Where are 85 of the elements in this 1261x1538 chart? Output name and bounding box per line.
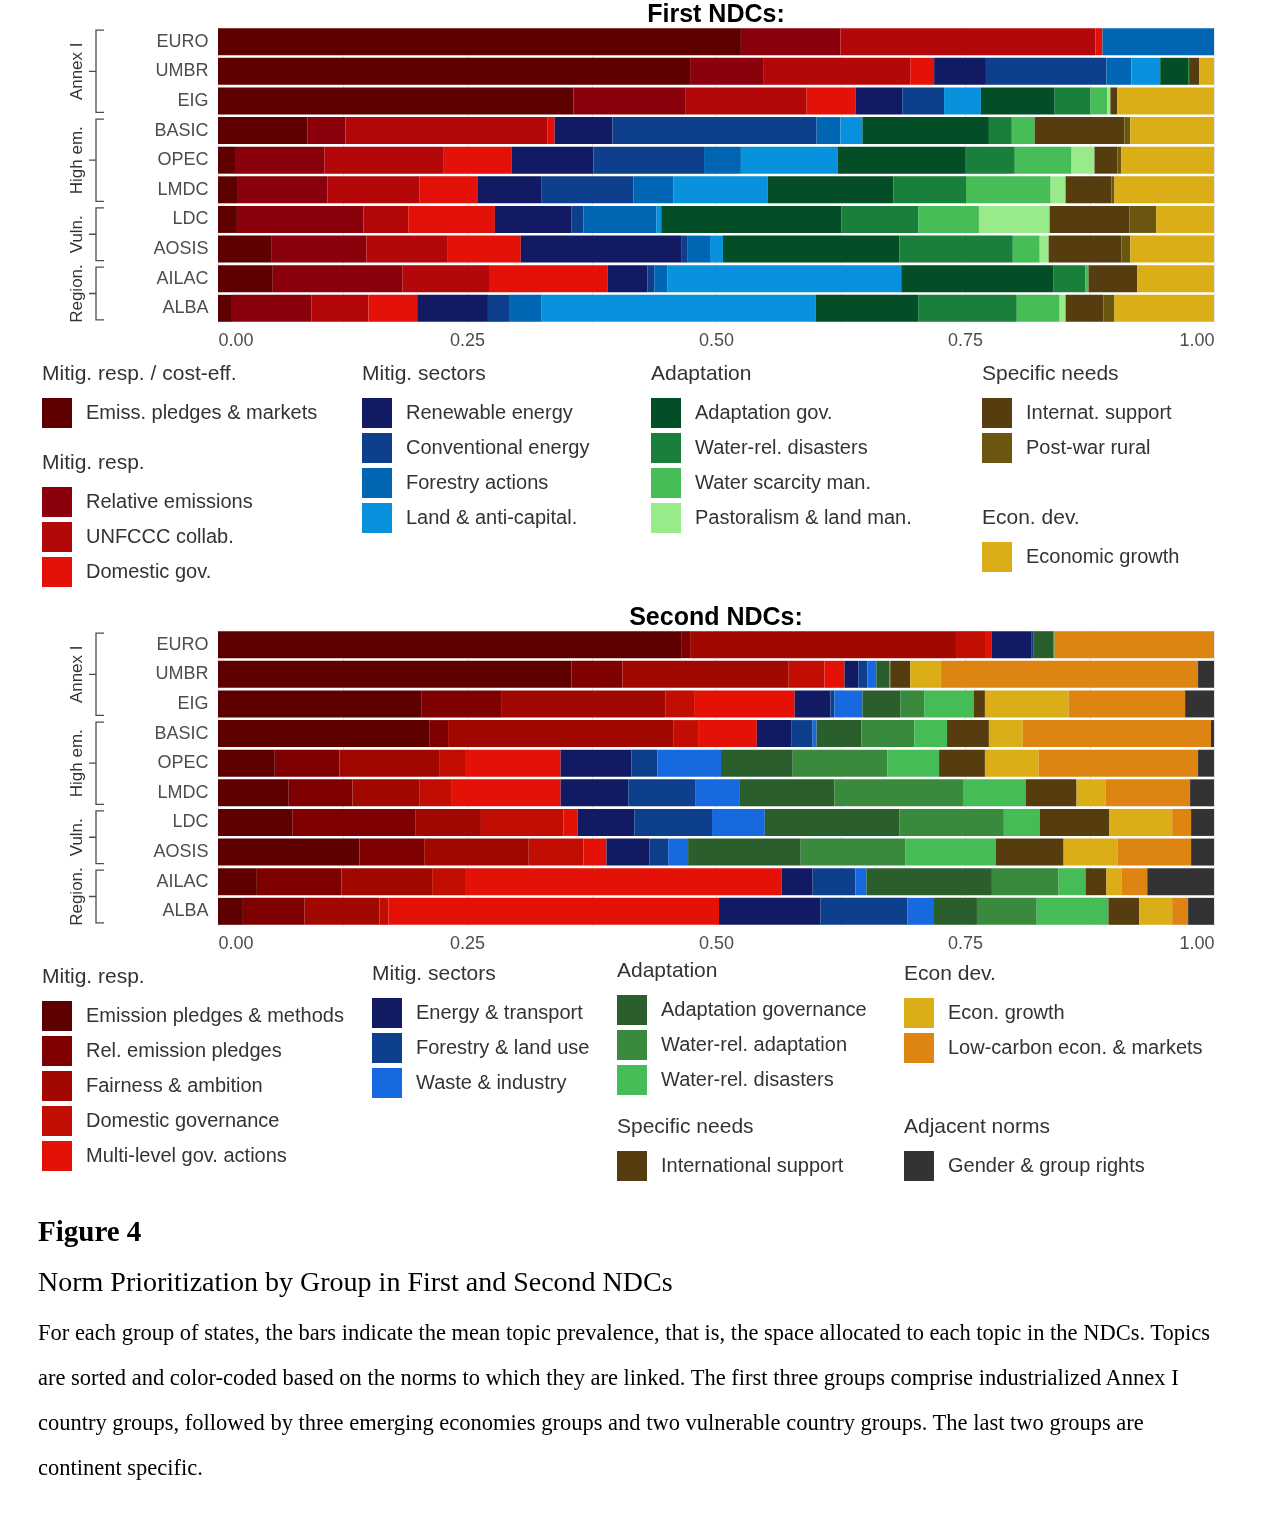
legend-label: Forestry & land use [416, 1036, 590, 1058]
x-tick-label: 0.75 [947, 932, 984, 953]
text: Specific needs [617, 1114, 754, 1137]
legend-label: Gender & group rights [948, 1154, 1145, 1176]
y-tick-label: AILAC [156, 267, 209, 288]
y-tick-label: LMDC [157, 178, 209, 199]
text: Adaptation [651, 361, 752, 384]
y-tick-label: BASIC [154, 119, 209, 140]
legend-label: Forestry actions [406, 471, 549, 493]
legend-label: Domestic governance [86, 1109, 280, 1131]
text: Annex I [67, 645, 86, 704]
legend-label: Land & anti-capital. [406, 506, 578, 528]
y-tick-label: OPEC [157, 149, 209, 170]
y-tick-label: LDC [172, 811, 209, 832]
text: Specific needs [982, 361, 1119, 384]
legend-label: Economic growth [1026, 545, 1180, 567]
legend-label: Fairness & ambition [86, 1074, 263, 1096]
y-tick-label: BASIC [154, 722, 209, 743]
legend-label: Water-rel. disasters [695, 436, 868, 458]
legend-label: Waste & industry [416, 1071, 567, 1093]
text: Adaptation [617, 958, 718, 981]
legend-label: Emission pledges & methods [86, 1004, 344, 1026]
legend-label: Post-war rural [1026, 436, 1151, 458]
text: Mitig. resp. [42, 450, 145, 473]
caption: Figure 4 [38, 1215, 143, 1248]
text: Region. [67, 264, 86, 323]
text: Econ. dev. [982, 505, 1080, 528]
legend-label: Adaptation gov. [695, 401, 833, 423]
text: Mitig. sectors [372, 961, 496, 984]
legend-label: Water-rel. disasters [661, 1068, 834, 1090]
y-tick-label: AOSIS [153, 238, 209, 259]
legend-label: Low-carbon econ. & markets [948, 1036, 1203, 1058]
x-tick-label: 0.00 [218, 329, 254, 350]
y-tick-label: LMDC [157, 781, 209, 802]
legend-label: Emiss. pledges & markets [86, 401, 318, 423]
text: High em. [67, 126, 86, 195]
legend-label: Domestic gov. [86, 560, 212, 582]
x-tick-label: 1.00 [1179, 329, 1215, 350]
text: Adjacent norms [904, 1114, 1050, 1137]
y-tick-label: AOSIS [153, 841, 209, 862]
legend-label: UNFCCC collab. [86, 525, 234, 547]
text: High em. [67, 729, 86, 798]
legend-label: Multi-level gov. actions [86, 1144, 287, 1166]
legend-label: Renewable energy [406, 401, 573, 423]
text: Norm Prioritization by Group in First and Second NDCs [38, 1266, 674, 1298]
legend-label: International support [661, 1154, 844, 1176]
y-tick-label: ALBA [162, 297, 209, 318]
x-tick-label: 0.25 [449, 329, 486, 350]
chart-title: First NDCs: [647, 0, 785, 27]
x-tick-label: 0.00 [218, 932, 254, 953]
x-tick-label: 0.75 [947, 329, 984, 350]
x-tick-label: 1.00 [1179, 932, 1215, 953]
y-tick-label: EURO [156, 30, 209, 51]
legend-label: Adaptation governance [661, 998, 867, 1020]
text: Vuln. [67, 818, 86, 857]
y-tick-label: UMBR [155, 663, 209, 684]
text: For each group of states, the bars indicate the mean topic prevalence, that is, the space allocated to each topic in the NDCs. Topics are sorted and color-coded based on the norms to which they are linked. The first three groups comprise industrialized Annex I country groups, followed by three emerging economies groups and two vulnerable country groups. The last two groups are continent specific. [38, 1319, 1211, 1482]
y-tick-label: UMBR [155, 60, 209, 81]
legend-label: Energy & transport [416, 1001, 584, 1023]
text: Annex I [67, 42, 86, 101]
text: Mitig. sectors [362, 361, 486, 384]
y-tick-label: EURO [156, 633, 209, 654]
text: Mitig. resp. [42, 964, 145, 987]
legend-label: Internat. support [1026, 401, 1173, 423]
legend-label: Water scarcity man. [695, 471, 871, 493]
x-tick-label: 0.50 [698, 329, 735, 350]
legend-label: Pastoralism & land man. [695, 506, 912, 528]
y-tick-label: AILAC [156, 870, 209, 891]
chart-title: Second NDCs: [629, 602, 803, 630]
text: Region. [67, 867, 86, 926]
y-tick-label: EIG [177, 89, 209, 110]
legend-label: Econ. growth [948, 1001, 1065, 1023]
legend-label: Rel. emission pledges [86, 1039, 282, 1061]
y-tick-label: EIG [177, 692, 209, 713]
x-tick-label: 0.50 [698, 932, 735, 953]
legend-label: Water-rel. adaptation [661, 1033, 848, 1055]
text: Vuln. [67, 215, 86, 254]
legend-label: Conventional energy [406, 436, 590, 458]
y-tick-label: ALBA [162, 900, 209, 921]
x-tick-label: 0.25 [449, 932, 486, 953]
y-tick-label: OPEC [157, 752, 209, 773]
text: Mitig. resp. / cost-eff. [42, 361, 237, 384]
y-tick-label: LDC [172, 208, 209, 229]
text: Econ dev. [904, 961, 996, 984]
legend-label: Relative emissions [86, 490, 253, 512]
